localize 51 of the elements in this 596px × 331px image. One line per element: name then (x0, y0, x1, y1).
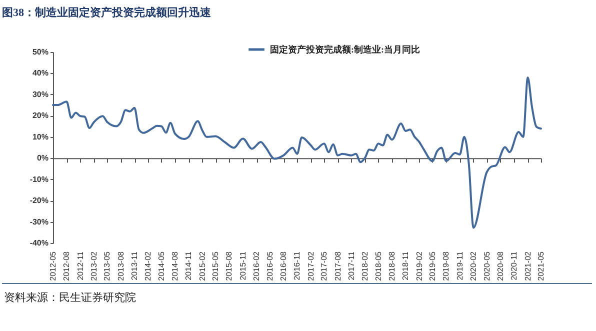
x-tick-label: 2013-11 (130, 250, 140, 280)
line-series (52, 76, 542, 229)
x-tick-label: 2012-08 (62, 250, 72, 281)
x-tick-label: 2012-05 (48, 250, 58, 281)
x-tick-label: 2021-05 (536, 250, 546, 281)
x-tick-label: 2015-11 (238, 250, 248, 280)
y-tick-label: -20% (30, 196, 48, 206)
x-tick-label: 2013-08 (116, 250, 126, 281)
text: 资料来源：民生证券研究院 (4, 290, 136, 305)
x-tick-label: 2014-08 (170, 250, 180, 281)
x-tick-label: 2015-08 (224, 250, 234, 281)
legend-label: 固定资产投资完成额:制造业:当月同比 (270, 44, 420, 54)
x-tick-label: 2018-08 (387, 250, 396, 281)
x-tick-label: 2016-11 (292, 250, 302, 280)
x-tick-label: 2015-05 (211, 250, 220, 281)
x-tick-label: 2020-02 (468, 250, 478, 281)
x-tick-label: 2012-11 (76, 250, 85, 280)
x-tick-label: 2014-02 (144, 250, 153, 281)
x-tick-label: 2019-08 (442, 250, 451, 281)
y-tick-label: 30% (32, 90, 48, 99)
x-tick-label: 2014-11 (184, 250, 194, 280)
y-tick-label: 40% (32, 68, 48, 78)
x-tick-label: 2018-11 (401, 250, 410, 280)
x-tick-label: 2013-02 (89, 250, 98, 281)
y-tick-label: 50% (32, 48, 48, 56)
x-tick-label: 2017-02 (306, 250, 316, 281)
x-tick-label: 2020-08 (496, 250, 505, 281)
x-tick-label: 2016-02 (252, 250, 262, 281)
x-tick-label: 2021-02 (523, 250, 532, 281)
x-tick-label: 2014-05 (156, 250, 166, 281)
y-tick-label: -40% (30, 238, 48, 248)
x-tick-label: 2020-05 (482, 250, 492, 281)
y-tick-label: -10% (30, 174, 48, 184)
y-tick-label: 10% (32, 132, 48, 142)
y-tick-label: -30% (30, 217, 48, 226)
y-tick-label: 20% (32, 111, 48, 120)
x-tick-label: 2018-05 (374, 250, 383, 281)
chart-title: 图38：制造业固定资产投资完成额回升迅速 (2, 6, 212, 19)
x-tick-label: 2016-08 (279, 250, 288, 281)
x-tick-label: 2019-05 (428, 250, 437, 281)
x-tick-label: 2015-02 (198, 250, 207, 281)
x-tick-label: 2020-11 (510, 250, 519, 280)
x-tick-label: 2017-05 (320, 250, 329, 281)
x-tick-label: 2017-08 (333, 250, 342, 281)
x-tick-label: 2018-02 (360, 250, 370, 281)
x-tick-label: 2019-11 (455, 250, 464, 280)
x-tick-label: 2016-05 (265, 250, 274, 281)
x-tick-label: 2013-05 (102, 250, 112, 281)
y-tick-label: 0% (36, 154, 48, 163)
x-tick-label: 2017-11 (346, 250, 356, 280)
x-tick-label: 2019-02 (414, 250, 424, 281)
